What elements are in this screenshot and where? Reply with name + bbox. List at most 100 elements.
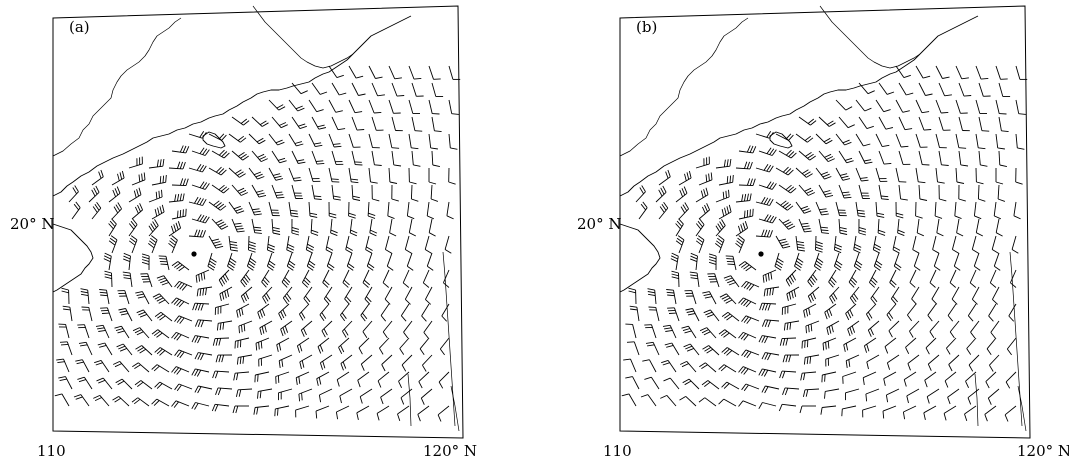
wind-barb-icon [681, 325, 697, 339]
wind-barb-icon [291, 218, 300, 236]
wind-barb-icon [251, 116, 269, 127]
wind-barb-icon [719, 293, 737, 305]
wind-barb-icon [678, 202, 689, 220]
wind-barb-icon [913, 252, 921, 271]
wind-barb-icon [348, 99, 363, 114]
wind-barb-icon [377, 371, 390, 388]
wind-barb-icon [993, 252, 1001, 271]
wind-barb-icon [428, 218, 436, 237]
wind-barb-icon [828, 269, 837, 288]
wind-barb-icon [838, 150, 854, 164]
wind-barb-icon [194, 319, 213, 328]
wind-barb-icon [136, 309, 153, 322]
wind-barb-icon [984, 405, 997, 422]
wind-barb-icon [918, 82, 933, 96]
wind-barb-icon [300, 320, 313, 337]
wind-barb-icon [404, 235, 412, 254]
wind-barb-icon [845, 388, 860, 401]
wind-barb-icon [231, 184, 248, 196]
wind-barb-icon [400, 388, 413, 405]
wind-barb-icon [858, 150, 873, 164]
wind-barb-icon [638, 201, 648, 220]
wind-barb-icon [426, 201, 434, 220]
panel-label-a: (a) [69, 18, 90, 36]
wind-barb-icon [853, 235, 862, 254]
wind-barb-icon [935, 99, 949, 114]
wind-barb-icon [1013, 201, 1021, 220]
wind-barb-icon [795, 133, 814, 143]
wind-barb-icon [818, 116, 836, 127]
wind-barb-icon [336, 371, 350, 387]
wind-barb-icon [156, 275, 173, 288]
wind-barb-icon [671, 270, 680, 288]
wind-barb-icon [878, 82, 895, 95]
lat-label-a: 20° N [10, 215, 55, 233]
wind-barb-icon [702, 291, 717, 305]
wind-barb-icon [833, 252, 843, 271]
wind-barb-icon [975, 133, 986, 150]
wind-barb-icon [951, 286, 960, 305]
wind-barb-icon [718, 398, 737, 407]
wind-barb-icon [418, 371, 430, 389]
wind-barb-icon [933, 252, 941, 271]
wind-barb-icon [995, 168, 1004, 185]
wind-barb-icon [664, 342, 680, 356]
wind-barb-icon [288, 201, 299, 218]
wind-barb-icon [835, 133, 852, 146]
wind-barb-icon [838, 184, 852, 199]
wind-barb-icon [108, 218, 117, 237]
wind-barb-icon [444, 235, 452, 254]
wind-barb-icon [1009, 269, 1017, 288]
wind-barb-icon [356, 405, 370, 420]
wind-barb-icon [938, 116, 951, 131]
wind-barb-icon [912, 235, 920, 254]
wind-barb-icon [666, 289, 677, 305]
wind-barb-icon [909, 320, 920, 338]
lon-label-left-a: 110 [37, 442, 66, 460]
wind-barb-icon [261, 269, 270, 288]
coastline [619, 5, 1027, 432]
wind-barb-icon [424, 235, 432, 254]
wind-barb-icon [426, 252, 434, 271]
wind-barb-icon [907, 354, 920, 371]
wind-barb-icon [738, 261, 757, 272]
wind-barb-icon [381, 354, 393, 372]
wind-barb-icon [328, 65, 344, 79]
wind-barb-icon [958, 82, 972, 97]
wind-barb-icon [935, 133, 947, 149]
wind-barb-icon [741, 383, 760, 392]
wind-barb-icon [248, 201, 262, 216]
wind-barb-icon [330, 218, 338, 237]
wind-barb-icon [964, 405, 977, 422]
wind-barb-icon [171, 261, 190, 272]
wind-barb-icon [231, 116, 250, 126]
wind-barb-icon [128, 187, 142, 203]
wind-barb-icon [1015, 167, 1023, 185]
wind-barb-icon [967, 388, 980, 405]
wind-barb-icon [115, 378, 133, 390]
wind-barb-icon [122, 271, 133, 288]
wind-barb-icon [1015, 99, 1026, 115]
wind-barb-icon [735, 161, 753, 170]
wind-barb-icon [661, 359, 677, 373]
wind-barb-icon [738, 208, 754, 220]
wind-barb-icon [848, 269, 858, 288]
wind-barb-icon [212, 370, 230, 379]
wind-barb-icon [715, 235, 725, 254]
wind-barb-icon [257, 388, 273, 399]
wind-barb-icon [824, 388, 840, 399]
wind-barb-icon [406, 201, 415, 220]
wind-barb-icon [858, 82, 875, 95]
wind-barb-icon [208, 133, 227, 141]
wind-barb-icon [975, 65, 989, 80]
wind-barb-icon [975, 167, 984, 185]
wind-barb-icon [947, 303, 957, 322]
wind-barb-icon [308, 133, 323, 148]
wind-barb-icon [299, 303, 310, 321]
wind-barb-icon [91, 169, 104, 186]
wind-barb-icon [335, 405, 350, 420]
wind-barb-icon [815, 167, 832, 180]
wind-barb-icon [425, 286, 433, 305]
wind-barb-icon [708, 253, 717, 271]
wind-barb-icon [384, 286, 393, 305]
